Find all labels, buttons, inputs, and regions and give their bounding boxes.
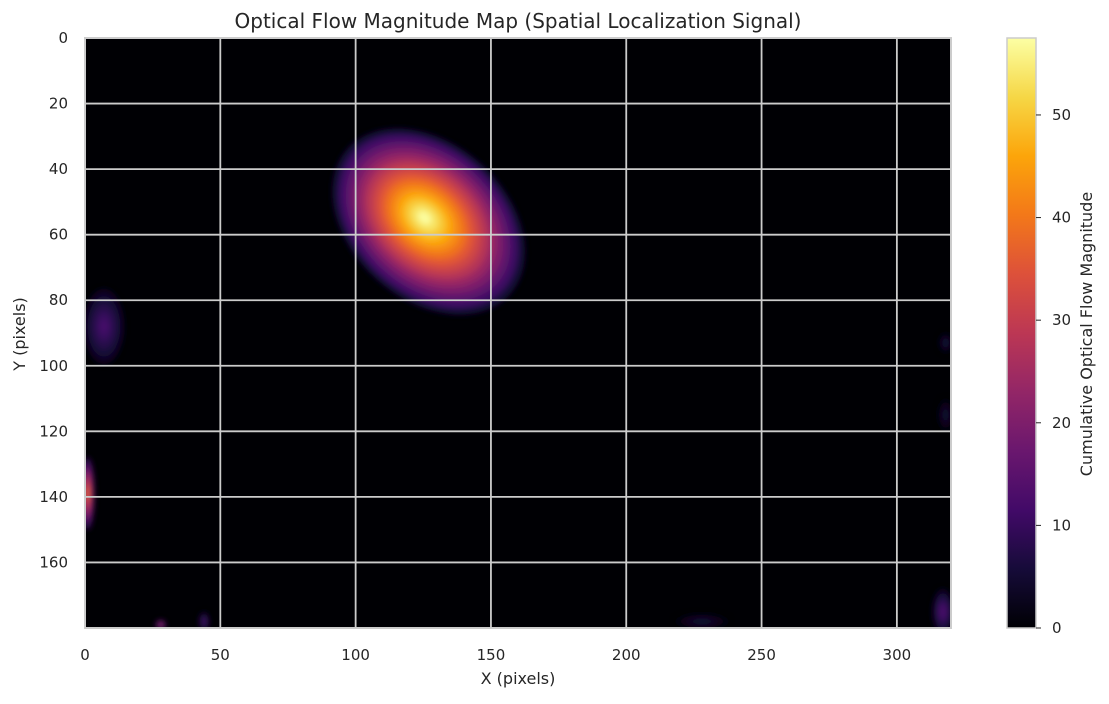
heat-blob-1 bbox=[332, 128, 525, 315]
colorbar bbox=[1006, 37, 1037, 629]
colorbar-tick-label: 20 bbox=[1052, 414, 1071, 432]
heat-level bbox=[159, 623, 163, 627]
heat-level bbox=[202, 619, 206, 624]
x-tick-label: 50 bbox=[211, 646, 230, 664]
heat-layer bbox=[85, 128, 951, 628]
y-tick-label: 140 bbox=[39, 488, 68, 506]
heat-blob-5 bbox=[155, 619, 167, 628]
colorbar-tick-label: 30 bbox=[1052, 311, 1071, 329]
x-tick-label: 200 bbox=[612, 646, 641, 664]
y-tick-label: 20 bbox=[49, 95, 68, 113]
x-tick-label: 0 bbox=[80, 646, 90, 664]
x-tick-label: 100 bbox=[341, 646, 370, 664]
heat-blob-7 bbox=[674, 613, 730, 628]
x-tick-label: 300 bbox=[883, 646, 912, 664]
x-tick-label: 250 bbox=[747, 646, 776, 664]
colorbar-label: Cumulative Optical Flow Magnitude bbox=[1077, 192, 1096, 476]
colorbar-tick-label: 40 bbox=[1052, 209, 1071, 227]
heat-level bbox=[943, 411, 948, 419]
x-tick-label: 150 bbox=[477, 646, 506, 664]
y-tick-label: 80 bbox=[49, 291, 68, 309]
heat-level bbox=[99, 318, 109, 334]
heat-blob-8 bbox=[938, 333, 951, 353]
colorbar-ticks: 0 10 20 30 40 50 bbox=[1036, 106, 1071, 637]
chart-title: Optical Flow Magnitude Map (Spatial Loca… bbox=[235, 9, 802, 33]
x-axis-ticks: 0 50 100 150 200 250 300 bbox=[80, 646, 911, 664]
y-tick-label: 40 bbox=[49, 160, 68, 178]
heat-blob-6 bbox=[198, 611, 210, 628]
plot-frame bbox=[84, 37, 952, 629]
colorbar-tick-label: 0 bbox=[1052, 619, 1062, 637]
x-axis-label: X (pixels) bbox=[481, 669, 556, 688]
y-axis-label: Y (pixels) bbox=[10, 297, 29, 372]
plot-background bbox=[85, 38, 951, 628]
y-axis-ticks: 0 20 40 60 80 100 120 140 160 bbox=[39, 29, 68, 571]
heat-blob-9 bbox=[937, 398, 951, 432]
colorbar-tick-label: 50 bbox=[1052, 106, 1071, 124]
heat-level bbox=[940, 607, 946, 617]
heat-level bbox=[417, 211, 432, 225]
heat-blob-3 bbox=[85, 457, 95, 530]
heat-blob-4 bbox=[932, 588, 951, 628]
y-tick-label: 100 bbox=[39, 357, 68, 375]
heat-level bbox=[944, 340, 948, 345]
y-tick-label: 0 bbox=[58, 29, 68, 47]
heat-level bbox=[696, 619, 708, 624]
heat-blob-2 bbox=[85, 288, 125, 365]
heat-level bbox=[86, 486, 90, 501]
y-tick-label: 60 bbox=[49, 226, 68, 244]
colorbar-tick-label: 10 bbox=[1052, 516, 1071, 534]
y-tick-label: 120 bbox=[39, 422, 68, 440]
y-tick-label: 160 bbox=[39, 553, 68, 571]
